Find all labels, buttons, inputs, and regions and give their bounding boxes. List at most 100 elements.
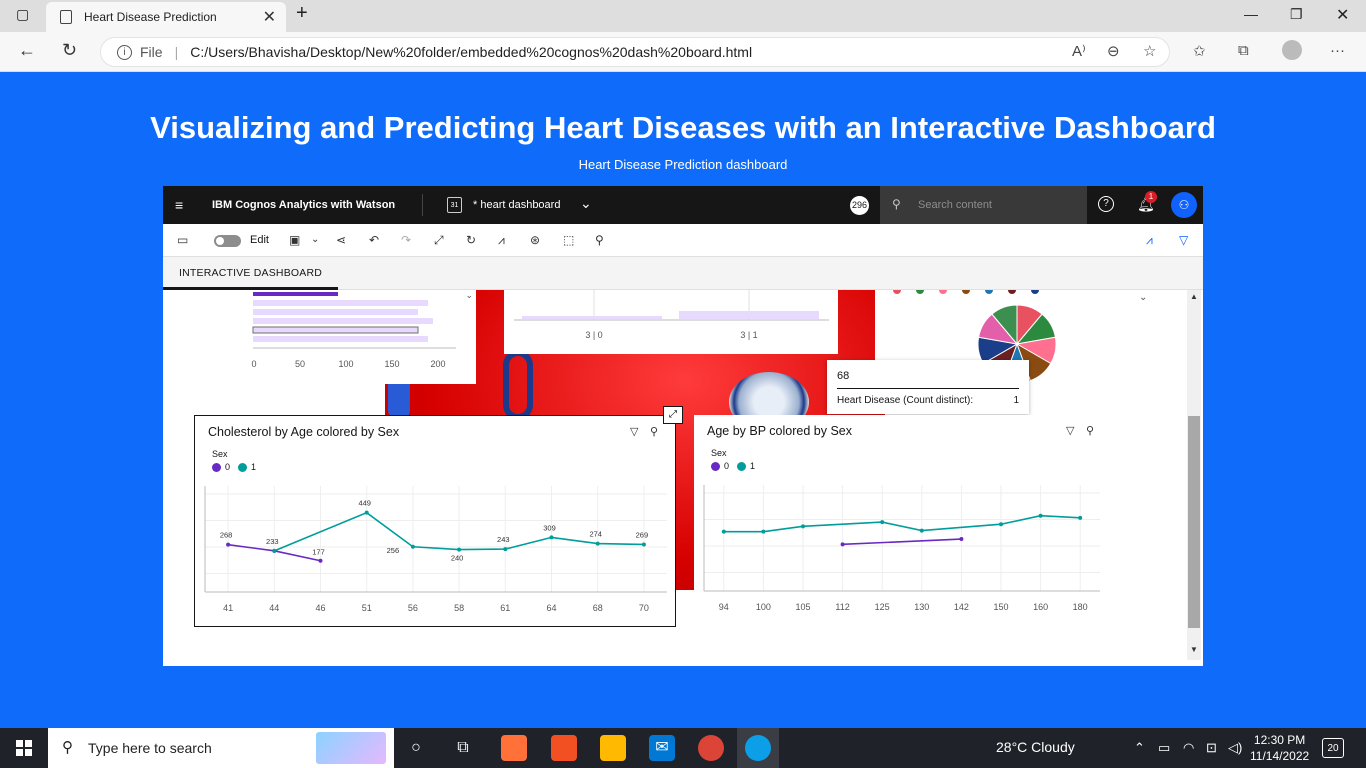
data-point: [840, 542, 845, 547]
taskbar-clock[interactable]: 12:30 PM 11/14/2022: [1250, 732, 1309, 764]
collections-icon[interactable]: ⧉: [1238, 42, 1249, 59]
edit-toggle[interactable]: [214, 235, 241, 247]
add-favorite-icon[interactable]: ☆: [1143, 43, 1157, 60]
select-icon[interactable]: ⬚: [563, 233, 575, 247]
dashboard-tabs: INTERACTIVE DASHBOARD: [163, 257, 1203, 290]
browser-tab-strip: ▢ Heart Disease Prediction ✕ + — ❐ ✕: [0, 0, 1366, 32]
mail-icon[interactable]: ✉: [649, 735, 675, 761]
tooltip-label: Heart Disease (Count distinct):: [837, 395, 974, 406]
url-text[interactable]: C:/Users/Bhavisha/Desktop/New%20folder/e…: [190, 44, 753, 60]
chart-legend: 0 1: [711, 461, 755, 471]
filter-icon[interactable]: ▽: [1066, 425, 1075, 437]
edge-icon[interactable]: [745, 735, 771, 761]
redo-icon[interactable]: ↷: [401, 233, 412, 247]
filter-icon[interactable]: ▽: [630, 426, 639, 438]
close-tab-icon[interactable]: ✕: [262, 9, 276, 26]
chart-legend: 0 1: [212, 462, 256, 472]
save-icon[interactable]: ▣: [289, 233, 301, 247]
x-tick-label: 160: [1033, 602, 1048, 612]
windows-start-icon[interactable]: [16, 740, 32, 756]
menu-icon[interactable]: ≡: [175, 197, 184, 213]
scroll-up-icon[interactable]: ▲: [1190, 292, 1198, 301]
address-bar-row: ← ↻ i File | C:/Users/Bhavisha/Desktop/N…: [0, 32, 1366, 72]
undo-icon[interactable]: ↶: [369, 233, 380, 247]
cortana-icon[interactable]: ○: [411, 739, 421, 756]
read-aloud-icon[interactable]: A⁾: [1072, 43, 1086, 60]
user-avatar[interactable]: ⚇: [1171, 192, 1197, 218]
expand-icon[interactable]: ⤢: [663, 406, 683, 424]
file-label: File: [140, 44, 163, 60]
insights-icon[interactable]: ⩘: [1146, 233, 1153, 247]
dashboard-name[interactable]: * heart dashboard: [473, 199, 561, 211]
pin-icon[interactable]: ⚲: [595, 233, 604, 247]
task-view-icon[interactable]: ⧉: [457, 739, 469, 756]
x-tick-label: 150: [993, 602, 1008, 612]
more-icon[interactable]: ···: [1330, 42, 1345, 59]
zoom-icon[interactable]: ⊖: [1107, 43, 1120, 60]
tick-label: 100: [338, 359, 353, 369]
lightbulb-icon[interactable]: ⚲: [1086, 425, 1095, 437]
store-icon[interactable]: [551, 735, 577, 761]
refresh-data-icon[interactable]: ↻: [466, 233, 477, 247]
count-badge[interactable]: 296: [850, 196, 869, 215]
wifi-icon[interactable]: ◠: [1183, 740, 1195, 755]
top-middle-bar-panel[interactable]: 3 | 0 3 | 1: [504, 290, 838, 354]
share-icon[interactable]: ⋖: [336, 233, 347, 247]
refresh-icon[interactable]: ↻: [62, 40, 78, 60]
data-point: [919, 528, 924, 533]
volume-icon[interactable]: ◁): [1228, 740, 1243, 755]
taskbar-search[interactable]: ⚲ Type here to search: [48, 728, 394, 768]
data-point: [801, 524, 805, 529]
restore-icon[interactable]: ❐: [1290, 6, 1303, 22]
close-window-icon[interactable]: ✕: [1336, 7, 1350, 24]
explore-icon[interactable]: ⊛: [530, 233, 541, 247]
info-icon[interactable]: i: [117, 44, 132, 60]
x-tick-label: 41: [223, 603, 233, 613]
filter-icon[interactable]: ▽: [1179, 233, 1189, 247]
x-tick-label: 130: [914, 602, 929, 612]
battery-icon[interactable]: ▭: [1158, 740, 1171, 755]
legend-label: 1: [750, 461, 756, 471]
legend-swatch: [238, 462, 248, 472]
chrome-icon[interactable]: [698, 735, 724, 761]
age-bp-chart-panel[interactable]: Age by BP colored by Sex ▽ ⚲ Sex 0 1 94 1…: [694, 415, 1110, 627]
comment-icon[interactable]: ▭: [177, 233, 189, 247]
chevron-down-icon[interactable]: ⌄: [465, 290, 473, 300]
profile-avatar[interactable]: [1282, 40, 1302, 60]
weather-widget[interactable]: 28°C Cloudy: [996, 739, 1075, 755]
new-tab-button[interactable]: +: [296, 2, 308, 24]
tab-interactive-dashboard[interactable]: INTERACTIVE DASHBOARD: [179, 267, 323, 279]
save-menu-chevron-icon[interactable]: ⌄: [311, 234, 320, 245]
lightbulb-icon[interactable]: ⚲: [650, 426, 659, 438]
onedrive-icon[interactable]: ⊡: [1206, 740, 1217, 755]
bar: [253, 309, 418, 315]
browser-tab[interactable]: Heart Disease Prediction ✕: [46, 2, 286, 32]
minimize-icon[interactable]: —: [1244, 6, 1258, 22]
chevron-down-icon[interactable]: ⌄: [1139, 292, 1147, 303]
chevron-down-icon[interactable]: ⌄: [580, 195, 592, 211]
scrollbar-thumb[interactable]: [1188, 416, 1200, 628]
data-point: [641, 542, 646, 547]
tray-chevron-icon[interactable]: ⌃: [1134, 740, 1145, 755]
search-box[interactable]: ⚲ Search content: [880, 186, 1087, 224]
file-explorer-icon[interactable]: [600, 735, 626, 761]
scroll-down-icon[interactable]: ▼: [1190, 645, 1198, 654]
x-tick-label: 46: [315, 603, 325, 613]
back-icon[interactable]: ←: [18, 40, 36, 60]
active-tab-indicator: [163, 287, 338, 290]
address-bar[interactable]: i File | C:/Users/Bhavisha/Desktop/New%2…: [100, 37, 1170, 67]
dashboard-scrollbar[interactable]: ▲ ▼: [1187, 290, 1201, 660]
top-left-bar-panel[interactable]: 0 50 100 150 200 ⌄: [178, 290, 476, 384]
heat-strip: [253, 292, 338, 296]
notification-center-icon[interactable]: 20: [1322, 738, 1344, 758]
tab-actions-icon[interactable]: ▢: [16, 6, 30, 22]
bar: [253, 300, 428, 306]
cholesterol-chart-panel[interactable]: Cholesterol by Age colored by Sex ▽ ⚲ Se…: [194, 415, 676, 627]
firefox-icon[interactable]: [501, 735, 527, 761]
fullscreen-icon[interactable]: ⤢: [434, 233, 444, 247]
data-point: [959, 537, 964, 542]
help-icon[interactable]: ?: [1098, 196, 1114, 212]
favorites-icon[interactable]: ✩: [1193, 43, 1206, 60]
x-tick-label: 44: [269, 603, 279, 613]
chart-icon[interactable]: ⩘: [498, 233, 505, 247]
